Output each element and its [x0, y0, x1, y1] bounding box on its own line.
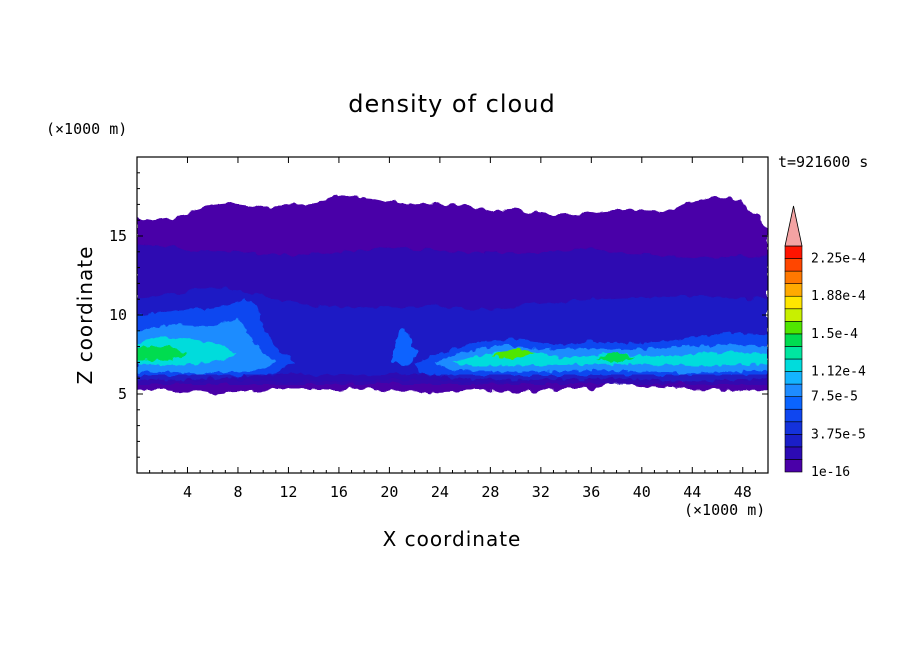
x-tick-label: 44: [683, 483, 701, 501]
colorbar-label: 2.25e-4: [811, 252, 866, 267]
colorbar-swatch: [784, 396, 803, 410]
colorbar-label: 1.5e-4: [811, 327, 858, 342]
colorbar-swatch: [784, 358, 803, 372]
y-unit-label: (×1000 m): [46, 120, 127, 138]
x-axis-label: X coordinate: [383, 527, 522, 551]
chart-title: density of cloud: [348, 90, 555, 118]
colorbar-label: 7.5e-5: [811, 390, 858, 405]
colorbar-swatch: [784, 434, 803, 448]
contour-level-10: [137, 345, 188, 361]
y-axis: 5 10 15: [109, 172, 768, 458]
y-axis-label: Z coordinate: [73, 246, 97, 385]
contour-plume: [391, 327, 418, 366]
x-tick-label: 8: [233, 483, 242, 501]
colorbar: 1e-16 3.75e-5 7.5e-5 1.12e-4 1.5e-4 1.88e-4 2.…: [784, 205, 866, 480]
colorbar-swatch: [784, 459, 803, 473]
x-tick-label: 4: [183, 483, 192, 501]
colorbar-swatch: [784, 371, 803, 385]
colorbar-label: 3.75e-5: [811, 427, 866, 442]
x-tick-label: 32: [532, 483, 550, 501]
x-tick-label: 36: [582, 483, 600, 501]
x-tick-label: 48: [734, 483, 752, 501]
contour-peak-right-2: [597, 352, 636, 363]
contour-lower-band: [137, 375, 768, 385]
x-tick-label: 16: [330, 483, 348, 501]
time-label: t=921600 s: [778, 153, 868, 171]
x-unit-label: (×1000 m): [684, 501, 765, 519]
x-tick-label: 12: [279, 483, 297, 501]
x-tick-label: 28: [481, 483, 499, 501]
colorbar-swatch: [784, 308, 803, 322]
colorbar-swatch: [784, 383, 803, 397]
x-tick-label: 40: [633, 483, 651, 501]
colorbar-swatch: [784, 258, 803, 272]
colorbar-swatch: [784, 446, 803, 460]
colorbar-swatch: [784, 270, 803, 284]
colorbar-overflow-triangle: [784, 205, 803, 247]
colorbar-swatch: [784, 321, 803, 335]
x-axis: 4 8 12 16 20 24 28 32 36 40 44 48: [149, 157, 756, 501]
colorbar-swatch: [784, 333, 803, 347]
y-tick-label: 10: [109, 306, 127, 324]
y-tick-label: 5: [118, 385, 127, 403]
x-tick-label: 24: [431, 483, 449, 501]
colorbar-label: 1.12e-4: [811, 365, 866, 380]
colorbar-swatch: [784, 283, 803, 297]
colorbar-swatch: [784, 245, 803, 259]
colorbar-swatch: [784, 421, 803, 435]
colorbar-swatch: [784, 408, 803, 423]
colorbar-label: 1.88e-4: [811, 289, 866, 304]
x-tick-label: 20: [380, 483, 398, 501]
colorbar-label: 1e-16: [811, 465, 850, 480]
colorbar-swatch: [784, 346, 803, 360]
cloud-density-field: [137, 194, 768, 394]
colorbar-swatch: [784, 295, 803, 310]
contour-peak-right: [490, 348, 535, 360]
y-tick-label: 15: [109, 227, 127, 245]
